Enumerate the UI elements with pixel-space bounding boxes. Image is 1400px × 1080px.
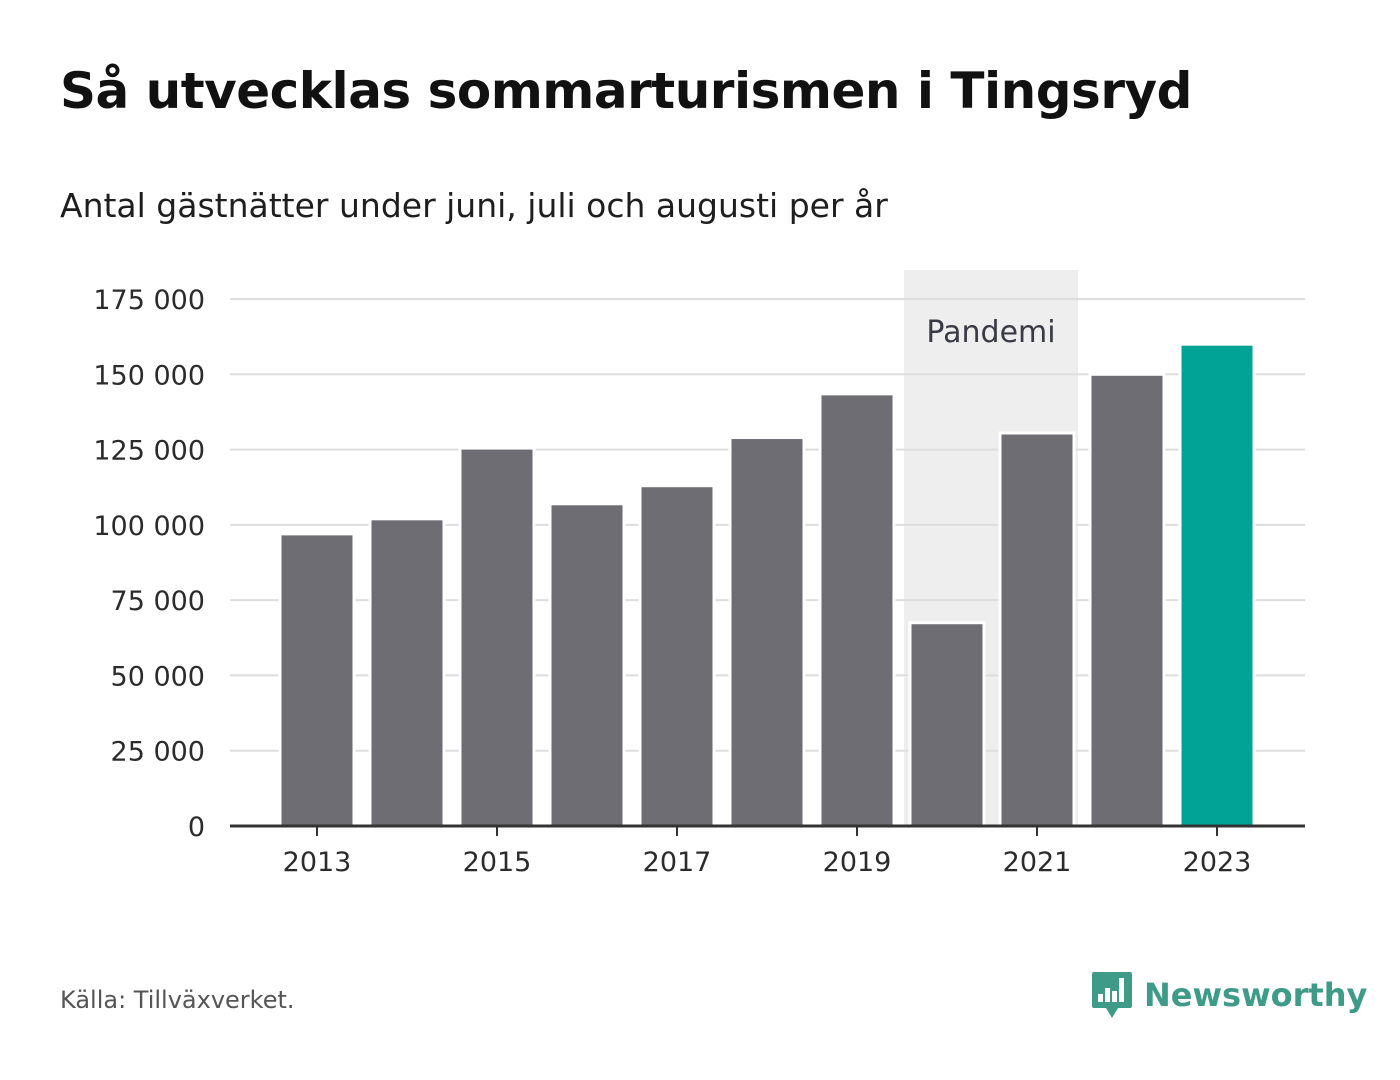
source-note: Källa: Tillväxverket. xyxy=(60,986,295,1014)
brand-logo: Newsworthy xyxy=(1090,970,1367,1020)
x-tick-label: 2019 xyxy=(823,847,892,878)
x-tick-label: 2013 xyxy=(283,847,352,878)
bars xyxy=(278,342,1256,828)
x-tick-label: 2021 xyxy=(1003,847,1072,878)
bar-2015 xyxy=(458,446,536,828)
pandemic-label: Pandemi xyxy=(926,315,1055,350)
y-tick-label: 100 000 xyxy=(93,511,205,542)
bar-2018 xyxy=(728,436,806,828)
bar-2014 xyxy=(368,517,446,828)
y-tick-label: 75 000 xyxy=(111,586,205,617)
newsworthy-logo-icon xyxy=(1092,972,1132,1018)
bar-2017 xyxy=(638,484,716,828)
chart-title: Så utvecklas sommarturismen i Tingsryd xyxy=(60,62,1192,120)
bar-2021 xyxy=(998,431,1076,828)
x-tick-label: 2015 xyxy=(463,847,532,878)
bar-2016 xyxy=(548,502,626,828)
y-tick-label: 175 000 xyxy=(93,285,205,316)
bar-2013 xyxy=(278,532,356,828)
y-tick-label: 25 000 xyxy=(111,737,205,768)
bar-2023 xyxy=(1178,342,1256,828)
y-tick-label: 150 000 xyxy=(93,360,205,391)
chart-subtitle: Antal gästnätter under juni, juli och au… xyxy=(60,186,888,225)
bar-2022 xyxy=(1088,372,1166,828)
y-tick-label: 0 xyxy=(188,812,205,843)
y-tick-label: 125 000 xyxy=(93,436,205,467)
x-axis-ticks: 2013 2015 2017 2019 2021 2023 xyxy=(283,826,1252,878)
brand-name: Newsworthy xyxy=(1144,976,1368,1014)
y-axis-ticks: 0 25 000 50 000 75 000 100 000 125 000 150 000… xyxy=(93,285,205,843)
x-tick-label: 2023 xyxy=(1183,847,1252,878)
bar-2020 xyxy=(908,621,986,828)
x-tick-label: 2017 xyxy=(643,847,712,878)
y-tick-label: 50 000 xyxy=(111,661,205,692)
bar-2019 xyxy=(818,392,896,828)
